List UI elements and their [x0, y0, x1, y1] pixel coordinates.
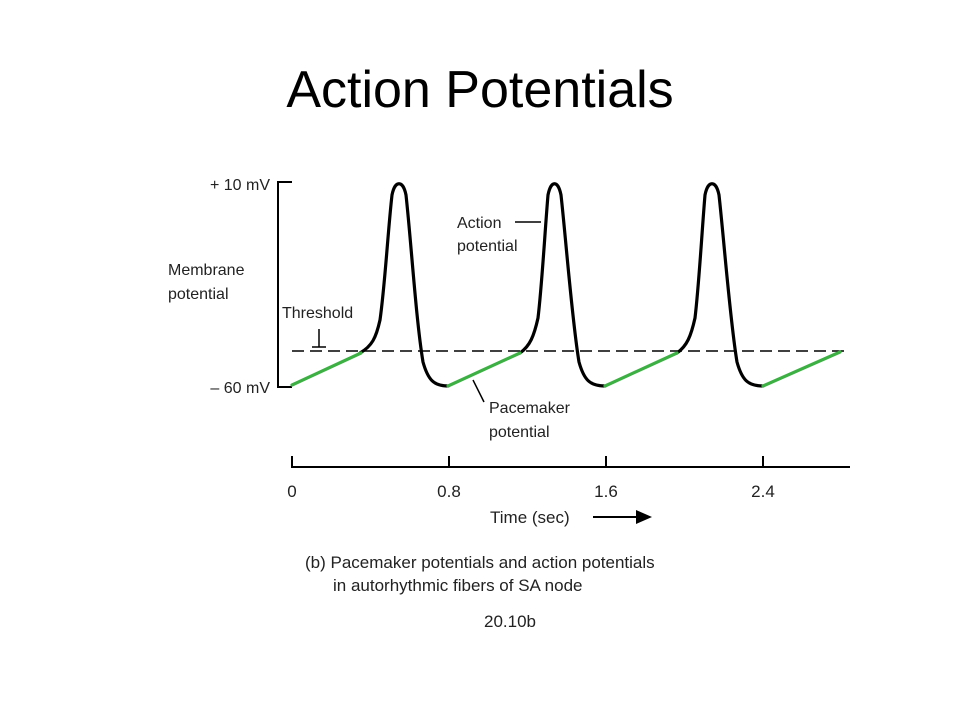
time-arrow-icon [593, 510, 652, 524]
y-axis-label-line2: potential [168, 286, 229, 303]
action-potential-label-line1: Action [457, 215, 501, 232]
pacemaker-segment-4 [761, 350, 842, 388]
threshold-pointer [312, 329, 326, 348]
pacemaker-segment-2 [446, 351, 522, 388]
pacemaker-label-line1: Pacemaker [489, 400, 571, 417]
tick-label-2: 1.6 [594, 482, 618, 501]
y-bottom-label: – 60 mV [210, 380, 270, 397]
caption-line1: (b) Pacemaker potentials and action pote… [305, 553, 655, 572]
y-top-label: + 10 mV [210, 177, 270, 194]
pacemaker-label-line2: potential [489, 424, 550, 441]
y-axis-bracket [277, 181, 292, 388]
y-axis-label-line1: Membrane [168, 262, 245, 279]
pacemaker-pointer [472, 379, 485, 403]
tick-label-0: 0 [287, 482, 296, 501]
x-axis-label: Time (sec) [490, 508, 570, 527]
tick-label-1: 0.8 [437, 482, 461, 501]
slide-title: Action Potentials [286, 61, 674, 119]
threshold-label: Threshold [282, 305, 353, 322]
pacemaker-segment-1 [290, 351, 363, 387]
caption-line2: in autorhythmic fibers of SA node [333, 576, 582, 595]
pacemaker-segments [290, 350, 842, 388]
action-potential-label-line2: potential [457, 238, 518, 255]
time-axis-ticks [291, 456, 764, 468]
pacemaker-segment-3 [603, 351, 679, 388]
tick-label-3: 2.4 [751, 482, 775, 501]
figure-number: 20.10b [484, 612, 536, 631]
action-potential-trace [358, 182, 765, 388]
